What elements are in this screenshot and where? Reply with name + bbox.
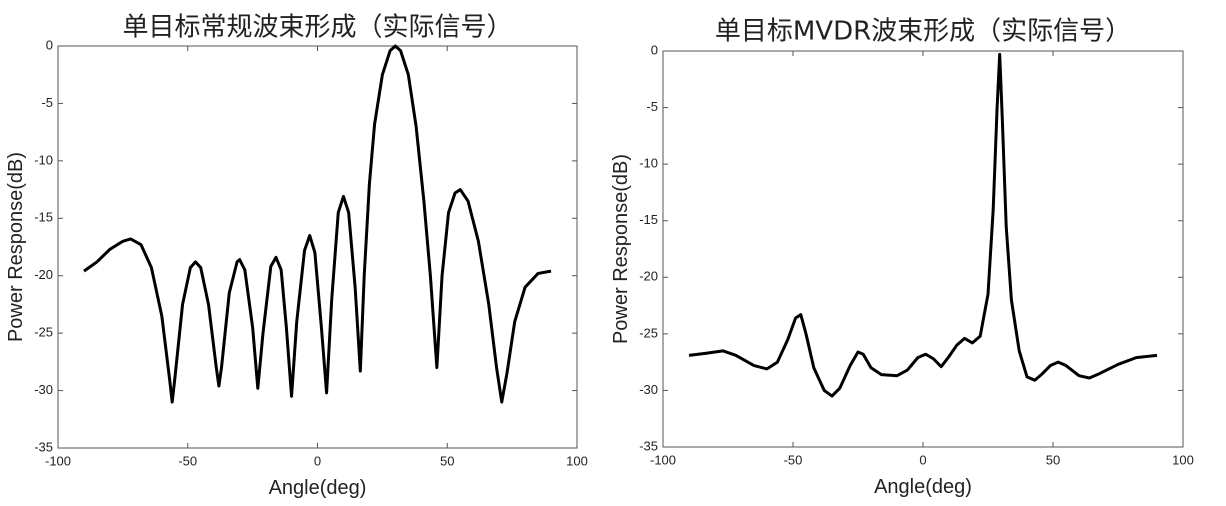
y-tick-label: -15: [639, 212, 658, 227]
chart-title: 单目标常规波束形成（实际信号）: [122, 13, 512, 43]
y-tick-label: 0: [651, 42, 658, 57]
y-tick-label: -35: [34, 439, 53, 454]
chart-title: 单目标MVDR波束形成（实际信号）: [715, 17, 1131, 47]
x-tick-label: 100: [566, 453, 588, 468]
plot-area: [662, 50, 1184, 448]
x-tick-label: 50: [1046, 452, 1060, 467]
y-tick-label: -25: [34, 325, 53, 340]
x-axis-label: Angle(deg): [269, 477, 367, 499]
x-tick-label: -100: [650, 452, 676, 467]
x-tick-label: -50: [178, 453, 197, 468]
y-tick-label: -5: [41, 95, 53, 110]
y-axis-label: Power Response(dB): [5, 152, 27, 342]
y-tick-label: -35: [639, 438, 658, 453]
y-tick-label: -25: [639, 325, 658, 340]
y-tick-label: -20: [34, 267, 53, 282]
y-tick-label: -10: [639, 156, 658, 171]
plot-area: [57, 45, 578, 449]
y-axis-label: Power Response(dB): [610, 154, 632, 344]
x-tick-label: 0: [314, 453, 321, 468]
y-tick-label: -20: [639, 269, 658, 284]
x-tick-label: 0: [919, 452, 926, 467]
data-line: [688, 52, 1158, 398]
y-tick-label: 0: [46, 37, 53, 52]
y-tick-label: -15: [34, 210, 53, 225]
x-tick-label: -50: [784, 452, 803, 467]
x-tick-label: 100: [1172, 452, 1194, 467]
y-tick-label: -30: [639, 382, 658, 397]
x-axis-label: Angle(deg): [874, 476, 972, 498]
x-tick-label: 50: [440, 453, 454, 468]
y-tick-label: -30: [34, 382, 53, 397]
x-tick-label: -100: [45, 453, 71, 468]
y-tick-label: -10: [34, 152, 53, 167]
data-line: [83, 44, 552, 404]
y-tick-label: -5: [646, 99, 658, 114]
